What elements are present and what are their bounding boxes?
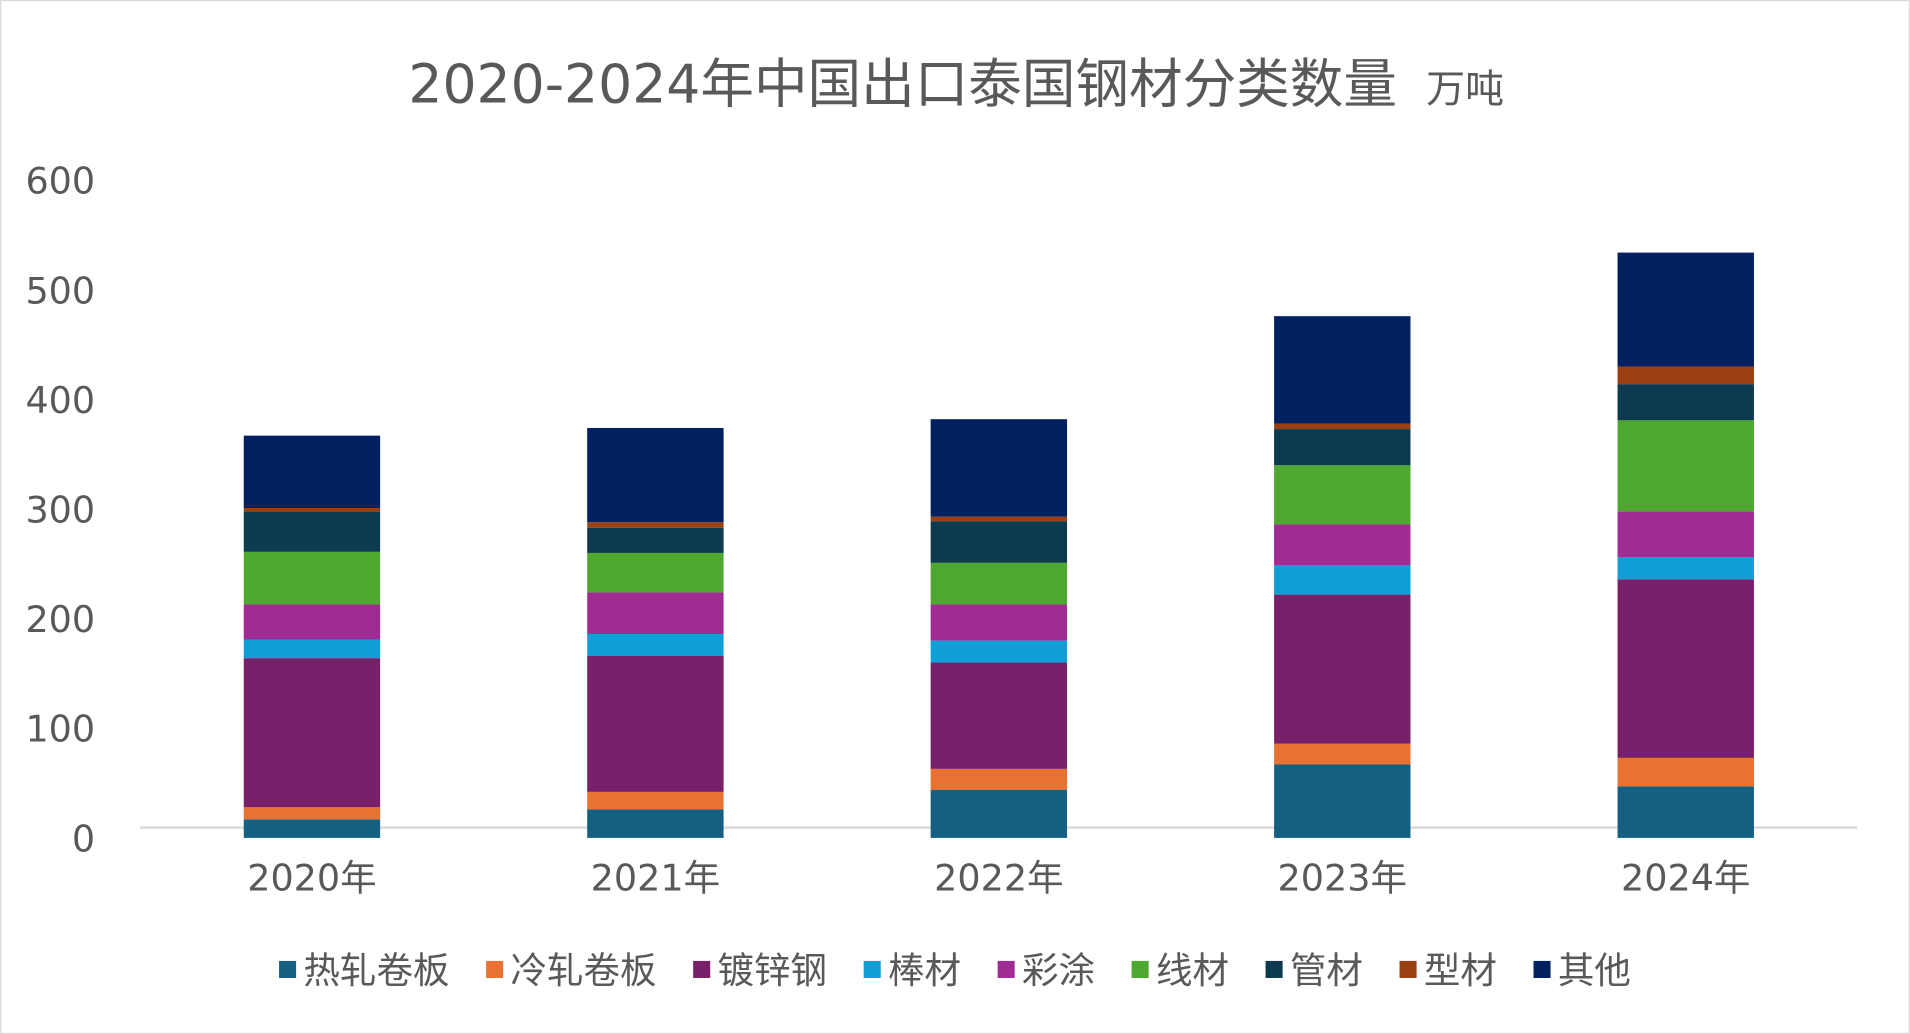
bar-segment-6-3 (1274, 429, 1411, 466)
bar-segment-0-2 (930, 789, 1068, 838)
bar-segment-0-4 (1617, 786, 1754, 838)
bar-segment-7-4 (1617, 366, 1754, 385)
bar-segment-0-0 (243, 819, 381, 838)
legend-item: 棒材 (863, 949, 961, 992)
legend-label: 冷轧卷板 (510, 949, 656, 992)
bar-segment-3-4 (1617, 557, 1754, 580)
legend-label: 彩涂 (1022, 949, 1095, 992)
y-tick-label: 0 (72, 817, 95, 860)
chart-title-main: 2020-2024年中国出口泰国钢材分类数量 (408, 52, 1397, 115)
bar-segment-7-1 (587, 522, 724, 528)
legend-item: 冷轧卷板 (486, 949, 657, 992)
bar-segment-6-4 (1617, 384, 1754, 421)
y-tick-label: 200 (25, 598, 95, 641)
bar-segment-2-1 (587, 655, 724, 792)
bar-segment-2-3 (1274, 594, 1411, 744)
bar-segment-1-2 (930, 768, 1068, 790)
legend-swatch (1533, 960, 1551, 978)
legend-swatch (997, 960, 1015, 978)
bar-segment-5-3 (1274, 465, 1411, 525)
legend-label: 镀锌钢 (718, 949, 828, 992)
bar-segment-2-4 (1617, 579, 1754, 758)
bar-segment-1-3 (1274, 743, 1411, 765)
bar-segment-7-3 (1274, 423, 1411, 430)
y-tick-label: 100 (25, 708, 95, 751)
legend-item: 彩涂 (997, 949, 1095, 992)
legend-item: 其他 (1533, 949, 1631, 992)
y-tick-label: 600 (25, 160, 95, 203)
x-tick-label: 2023年 (1278, 856, 1407, 899)
bar-segment-3-0 (243, 639, 381, 659)
bar-segment-4-0 (243, 604, 381, 640)
bar-segment-4-3 (1274, 524, 1411, 565)
y-tick-label: 500 (25, 269, 95, 312)
bar-segment-5-2 (930, 562, 1068, 605)
legend-label: 热轧卷板 (303, 949, 449, 992)
bar-segment-7-0 (243, 507, 381, 512)
x-tick-label: 2020年 (247, 856, 376, 899)
bar-segment-4-1 (587, 592, 724, 635)
legend-swatch (863, 960, 881, 978)
bar-segment-3-2 (930, 640, 1068, 663)
bar-segment-6-0 (243, 511, 381, 552)
bar-segment-6-1 (587, 527, 724, 553)
legend-item: 线材 (1131, 949, 1229, 992)
legend-swatch (279, 960, 297, 978)
y-tick-label: 400 (25, 379, 95, 422)
legend-label: 型材 (1424, 949, 1497, 992)
bar-segment-2-2 (930, 662, 1068, 769)
legend-item: 热轧卷板 (279, 949, 449, 992)
bar-segment-8-0 (243, 435, 381, 508)
legend-item: 镀锌钢 (693, 949, 827, 992)
bar-segment-1-0 (243, 807, 381, 820)
chart-title: 2020-2024年中国出口泰国钢材分类数量 万吨 (408, 52, 1504, 115)
x-tick-label: 2024年 (1621, 856, 1750, 899)
chart-title-unit: 万吨 (1426, 67, 1504, 112)
bar-segment-0-1 (587, 809, 724, 838)
bar-segment-5-0 (243, 551, 381, 605)
bar-segment-0-3 (1274, 764, 1411, 838)
legend-item: 型材 (1399, 949, 1497, 992)
bar-segment-2-0 (243, 658, 381, 808)
bar-segment-4-4 (1617, 511, 1754, 558)
legend-swatch (1399, 960, 1417, 978)
legend-swatch (1131, 960, 1149, 978)
bar-segment-1-1 (587, 791, 724, 810)
x-tick-label: 2021年 (591, 856, 720, 899)
bar-segment-3-1 (587, 634, 724, 656)
bar-segment-8-2 (930, 419, 1068, 517)
bars (243, 252, 1754, 838)
bar-segment-5-4 (1617, 420, 1754, 512)
bar-segment-1-4 (1617, 757, 1754, 787)
bar-segment-4-2 (930, 604, 1068, 641)
legend-label: 棒材 (888, 949, 961, 992)
legend-item: 管材 (1265, 949, 1363, 992)
x-tick-label: 2022年 (934, 856, 1063, 899)
bar-segment-6-2 (930, 521, 1068, 563)
bar-segment-7-2 (930, 516, 1068, 522)
legend-label: 管材 (1290, 949, 1363, 992)
bar-segment-3-3 (1274, 564, 1411, 595)
legend-swatch (693, 960, 711, 978)
bar-segment-5-1 (587, 552, 724, 593)
legend-label: 线材 (1156, 949, 1229, 992)
bar-segment-8-1 (587, 427, 724, 523)
legend-swatch (486, 960, 504, 978)
bar-segment-8-4 (1617, 252, 1754, 367)
legend: 热轧卷板 冷轧卷板 镀锌钢 棒材 彩涂 线材 管材 型材 其他 (279, 949, 1631, 992)
legend-label: 其他 (1558, 949, 1631, 992)
x-axis: 2020年 2021年 2022年 2023年 2024年 (247, 856, 1750, 899)
y-tick-label: 300 (25, 488, 95, 531)
y-axis: 0 100 200 300 400 500 600 (25, 160, 95, 861)
bar-segment-8-3 (1274, 316, 1411, 424)
legend-swatch (1265, 960, 1283, 978)
